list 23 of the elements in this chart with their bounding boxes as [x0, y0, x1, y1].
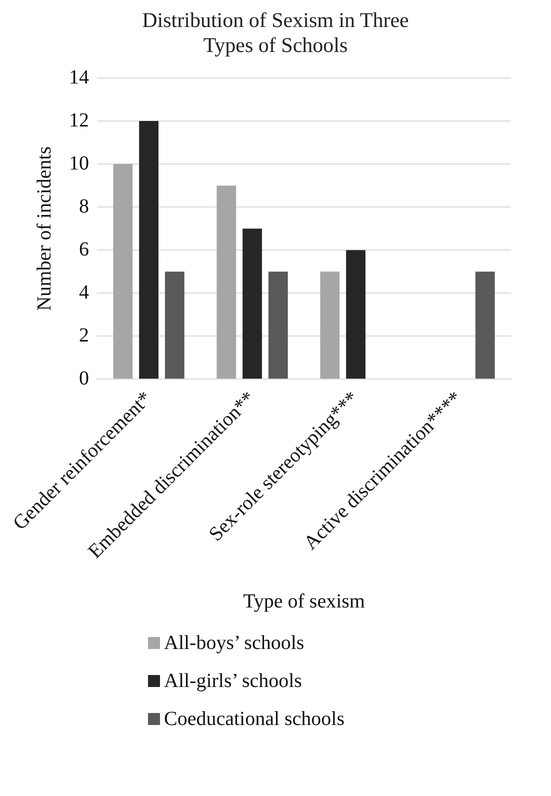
y-tick-label: 8 — [79, 195, 90, 218]
legend-label: Coeducational schools — [164, 708, 345, 730]
y-tick-label: 14 — [69, 66, 90, 88]
x-axis-title: Type of sexism — [243, 590, 366, 612]
y-axis-title: Number of incidents — [33, 146, 56, 311]
bar — [139, 121, 158, 379]
y-tick-label: 10 — [69, 152, 90, 174]
y-tick-label: 12 — [69, 109, 90, 132]
bar — [164, 272, 184, 379]
bar — [216, 186, 236, 379]
bar — [475, 272, 495, 379]
y-tick-label: 2 — [79, 324, 90, 346]
y-tick-label: 0 — [79, 367, 90, 390]
bar — [346, 250, 366, 379]
bar — [242, 228, 262, 379]
y-tick-label: 6 — [79, 238, 90, 260]
chart-title: Distribution of Sexism in Three Types of Schools — [141, 8, 410, 58]
y-tick-label: 4 — [79, 281, 90, 304]
bar — [113, 164, 133, 379]
bar — [268, 272, 288, 379]
legend-label: All-boys’ schools — [164, 632, 304, 654]
bar — [320, 272, 340, 379]
legend-label: All-girls’ schools — [164, 670, 302, 692]
